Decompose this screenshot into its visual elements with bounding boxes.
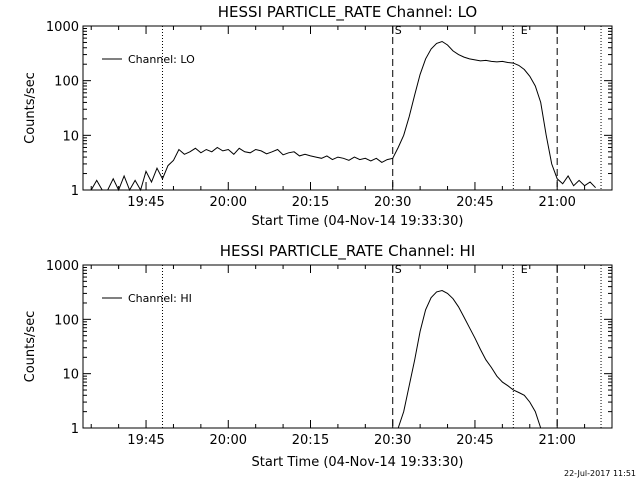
chart-title: HESSI PARTICLE_RATE Channel: HI	[220, 242, 476, 261]
x-tick-label: 21:00	[538, 195, 575, 210]
legend-label: Channel: HI	[128, 292, 192, 305]
series-line-0	[397, 289, 542, 429]
x-tick-label: 19:45	[127, 433, 164, 448]
y-tick-label: 1	[71, 184, 79, 199]
plot-frame	[82, 25, 613, 191]
start-marker: S	[395, 24, 402, 37]
x-tick-label: 20:15	[292, 433, 329, 448]
plot-frame	[82, 264, 613, 429]
start-marker: S	[395, 263, 402, 276]
timestamp: 22-Jul-2017 11:51	[564, 469, 636, 478]
series-line-0	[90, 40, 596, 192]
end-marker: E	[521, 24, 528, 37]
x-axis-label: Start Time (04-Nov-14 19:33:30)	[252, 455, 464, 470]
x-tick-label: 20:30	[374, 433, 411, 448]
chart-title: HESSI PARTICLE_RATE Channel: LO	[218, 3, 477, 22]
x-tick-label: 20:30	[374, 195, 411, 210]
x-tick-label: 20:45	[456, 195, 493, 210]
y-axis-label: Counts/sec	[23, 72, 38, 144]
end-marker: E	[521, 263, 528, 276]
y-tick-label: 100	[54, 75, 79, 90]
y-tick-label: 1	[71, 422, 79, 437]
y-tick-label: 10	[62, 129, 79, 144]
x-tick-label: 20:00	[210, 433, 247, 448]
y-tick-label: 10	[62, 368, 79, 383]
y-axis-label: Counts/sec	[23, 311, 38, 383]
x-tick-label: 20:15	[292, 195, 329, 210]
legend-label: Channel: LO	[128, 53, 195, 66]
x-tick-label: 19:45	[127, 195, 164, 210]
x-axis-label: Start Time (04-Nov-14 19:33:30)	[252, 214, 464, 229]
x-tick-label: 20:00	[210, 195, 247, 210]
y-tick-label: 1000	[46, 20, 79, 35]
x-tick-label: 21:00	[538, 433, 575, 448]
x-tick-label: 20:45	[456, 433, 493, 448]
y-tick-label: 1000	[46, 259, 79, 274]
y-tick-label: 100	[54, 313, 79, 328]
